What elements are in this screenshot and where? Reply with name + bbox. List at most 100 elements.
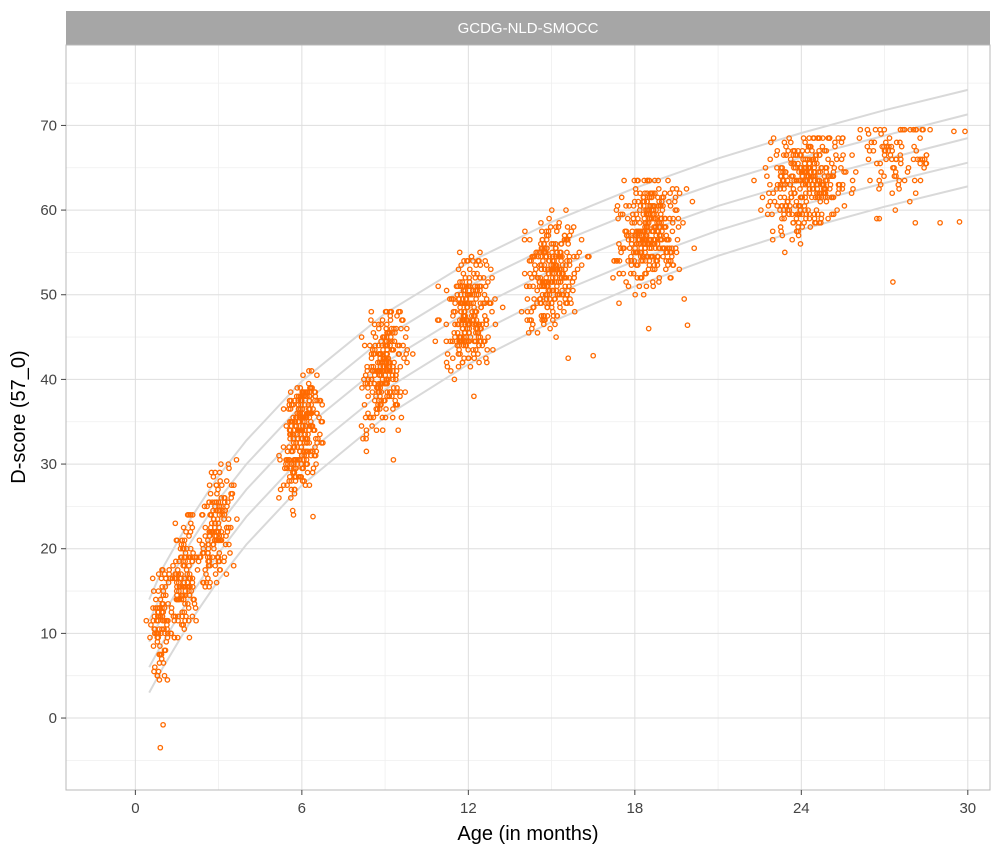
data-point — [621, 177, 627, 184]
data-point — [286, 397, 293, 404]
data-point — [563, 262, 569, 268]
data-point — [893, 156, 900, 163]
data-point — [797, 207, 803, 213]
data-point — [302, 414, 309, 421]
data-point — [293, 423, 300, 429]
data-point — [799, 181, 806, 188]
data-point — [487, 266, 494, 273]
data-point — [550, 241, 557, 247]
data-point — [781, 249, 788, 256]
data-point — [615, 215, 621, 222]
data-point — [154, 638, 161, 645]
data-point — [643, 283, 650, 290]
data-point — [635, 249, 641, 256]
data-point — [304, 461, 311, 467]
data-point — [642, 219, 649, 226]
data-point — [218, 482, 225, 489]
data-point — [633, 211, 640, 218]
data-point — [288, 478, 295, 484]
data-point — [277, 486, 284, 493]
data-point — [286, 427, 293, 434]
data-point — [182, 600, 188, 607]
data-point — [767, 156, 774, 163]
data-point — [877, 160, 884, 167]
data-point — [312, 389, 319, 395]
x-axis-ticks: 0 6 12 18 24 30 — [131, 790, 976, 817]
data-point — [833, 152, 839, 158]
data-point — [906, 198, 913, 205]
data-point — [372, 334, 379, 340]
data-point — [316, 414, 322, 421]
data-point — [827, 173, 834, 180]
data-point — [294, 385, 301, 391]
data-point — [375, 401, 381, 408]
data-point — [395, 427, 402, 434]
data-point — [904, 169, 911, 175]
data-point — [297, 448, 303, 455]
data-point — [566, 262, 573, 268]
data-point — [919, 156, 926, 163]
data-point — [276, 495, 282, 501]
data-point — [377, 363, 384, 370]
data-point — [634, 274, 641, 281]
data-point — [358, 334, 365, 340]
data-point — [151, 664, 158, 671]
data-point — [197, 554, 204, 561]
data-point — [521, 270, 528, 277]
data-point — [534, 329, 541, 336]
data-point — [524, 317, 531, 323]
data-point — [795, 228, 802, 235]
data-point — [458, 262, 465, 268]
data-point — [840, 152, 846, 158]
data-point — [665, 177, 671, 184]
data-point — [634, 177, 641, 184]
data-point — [467, 363, 474, 370]
data-point — [223, 533, 229, 539]
data-point — [298, 473, 305, 480]
data-point — [223, 478, 230, 484]
data-point — [827, 181, 834, 188]
reference-curve — [148, 161, 969, 668]
data-point — [189, 512, 196, 518]
data-point — [643, 207, 649, 213]
data-point — [787, 139, 794, 146]
data-point — [308, 368, 315, 374]
data-point — [668, 274, 674, 281]
data-point — [524, 308, 531, 315]
data-point — [466, 266, 473, 273]
data-point — [312, 452, 319, 459]
data-point — [383, 308, 390, 315]
data-point — [189, 613, 196, 620]
data-point — [852, 169, 859, 175]
data-point — [202, 524, 209, 531]
data-point — [549, 317, 556, 323]
data-point — [213, 482, 220, 489]
data-point — [449, 355, 456, 362]
data-point — [283, 423, 290, 429]
data-point — [642, 258, 649, 264]
data-point — [650, 215, 657, 222]
data-point — [897, 152, 904, 158]
data-point — [623, 203, 629, 209]
data-point — [893, 139, 900, 146]
data-point — [212, 571, 219, 577]
data-point — [224, 499, 231, 506]
data-point — [215, 499, 222, 506]
data-point — [221, 499, 228, 506]
data-point — [767, 139, 774, 146]
data-point — [363, 448, 370, 455]
data-point — [524, 296, 531, 302]
data-point — [531, 296, 537, 302]
data-point — [876, 177, 883, 184]
data-point — [556, 219, 563, 226]
data-point — [828, 160, 835, 167]
data-point — [806, 190, 813, 197]
outlier-point — [590, 352, 597, 359]
data-point — [389, 414, 396, 421]
data-point — [368, 317, 374, 323]
data-point — [558, 241, 564, 247]
data-point — [662, 266, 669, 273]
data-point — [576, 249, 583, 256]
data-point — [559, 270, 566, 277]
data-point — [553, 334, 559, 340]
